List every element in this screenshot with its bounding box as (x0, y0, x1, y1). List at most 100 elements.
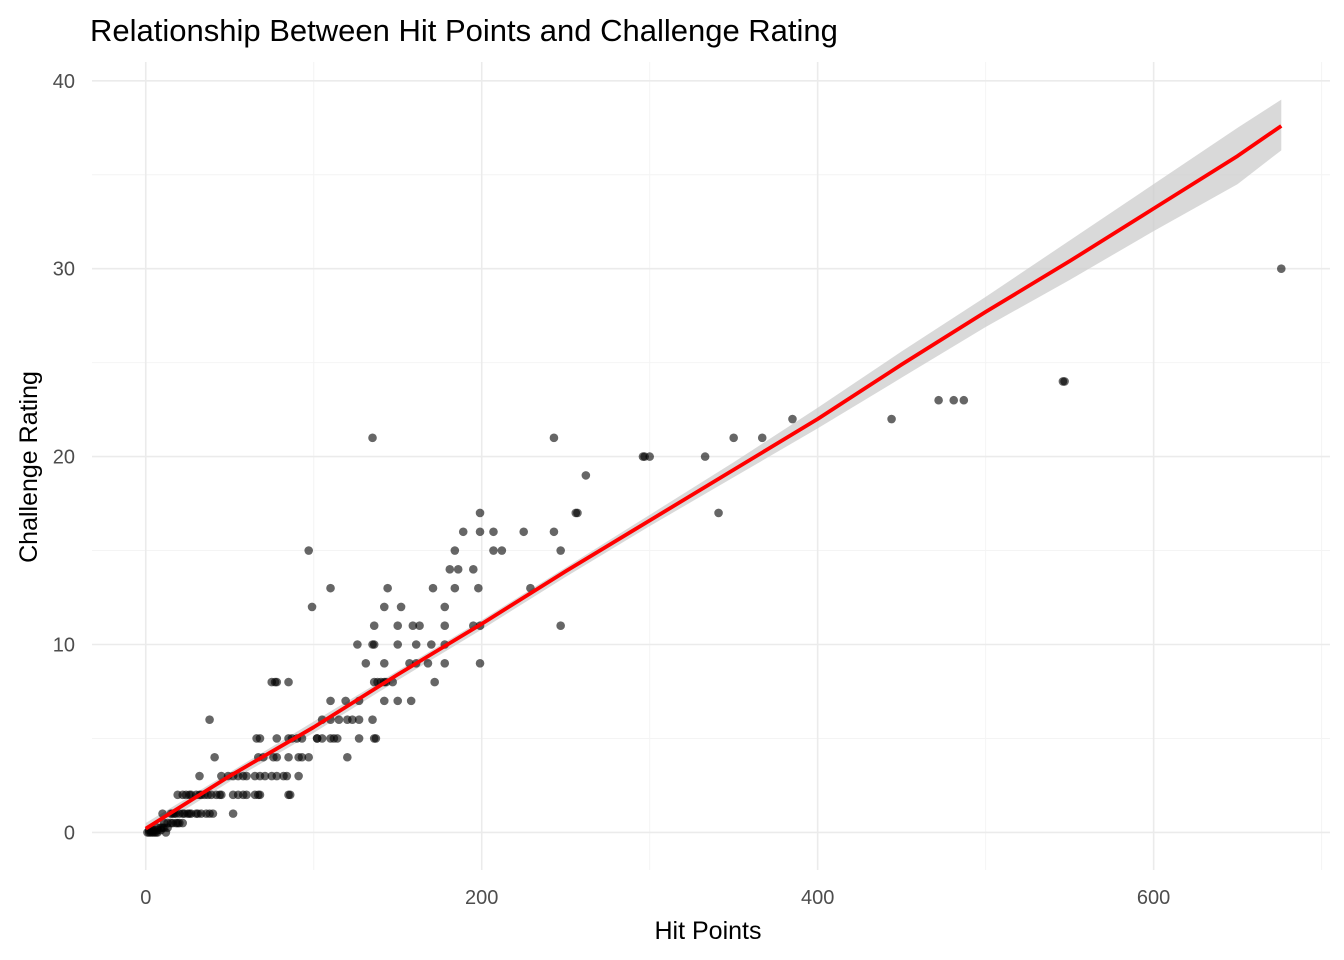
data-point (297, 752, 307, 762)
data-point (1276, 264, 1286, 273)
data-point (415, 621, 424, 631)
data-point (368, 433, 377, 443)
data-point (959, 395, 969, 405)
data-point (334, 715, 344, 724)
data-point (369, 640, 379, 649)
data-point (348, 715, 357, 724)
data-point (260, 771, 270, 781)
y-tick-label: 10 (53, 635, 75, 657)
data-point (379, 659, 389, 668)
data-point (549, 527, 559, 537)
data-point (393, 696, 403, 706)
data-point (427, 640, 436, 649)
data-point (440, 602, 450, 612)
y-axis-ticks: 0 10 20 30 40 (53, 71, 75, 845)
data-point (453, 565, 463, 574)
data-point (556, 546, 565, 555)
data-point (489, 546, 498, 555)
y-tick-label: 0 (64, 822, 75, 844)
data-point (272, 752, 282, 762)
data-point (312, 734, 322, 743)
data-point (285, 790, 295, 800)
data-point (430, 677, 439, 687)
data-point (450, 546, 460, 555)
data-point (371, 734, 381, 743)
data-point (475, 659, 485, 668)
data-point (489, 527, 498, 537)
data-point (475, 508, 485, 518)
chart-title: Relationship Between Hit Points and Chal… (90, 13, 838, 48)
data-point (341, 696, 350, 706)
data-point (272, 734, 282, 743)
data-point (195, 771, 204, 781)
data-point (304, 546, 313, 555)
data-point (343, 752, 352, 762)
data-point (326, 583, 335, 593)
data-point (228, 809, 238, 818)
data-point (645, 452, 654, 461)
data-point (714, 508, 723, 518)
data-point (379, 696, 389, 706)
data-point (1060, 377, 1069, 386)
data-point (361, 659, 371, 668)
data-point (304, 752, 313, 762)
data-point (354, 715, 364, 724)
data-point (411, 640, 421, 649)
x-tick-label: 600 (1137, 887, 1170, 909)
data-point (255, 790, 265, 800)
data-point (354, 734, 364, 743)
data-point (255, 734, 265, 743)
x-tick-label: 200 (465, 887, 498, 909)
data-point (450, 583, 460, 593)
data-point (282, 771, 292, 781)
data-point (423, 659, 433, 668)
data-point (474, 583, 483, 593)
x-tick-label: 400 (801, 887, 834, 909)
data-point (396, 602, 406, 612)
data-point (368, 715, 377, 724)
data-point (406, 696, 416, 706)
data-point (428, 583, 438, 593)
data-point (353, 640, 362, 649)
data-point (887, 414, 896, 424)
data-point (205, 715, 214, 724)
regression-line-layer (144, 124, 1283, 831)
data-point (497, 546, 507, 555)
x-tick-label: 0 (140, 887, 151, 909)
data-point (556, 621, 565, 631)
x-axis-title: Hit Points (655, 917, 762, 945)
data-point (307, 602, 317, 612)
data-point (573, 508, 582, 518)
data-point (161, 828, 171, 837)
data-point (210, 752, 219, 762)
data-point (284, 752, 293, 762)
data-point (272, 677, 282, 687)
data-point (369, 621, 379, 631)
data-point (700, 452, 710, 461)
data-point (549, 433, 559, 443)
data-point (393, 640, 403, 649)
data-point (949, 395, 959, 405)
data-point (445, 565, 455, 574)
data-point (217, 790, 226, 800)
data-point (440, 621, 450, 631)
data-point (326, 696, 335, 706)
regression-line (144, 124, 1283, 831)
data-point (332, 734, 342, 743)
data-point (379, 602, 389, 612)
data-point (208, 809, 218, 818)
data-point (581, 471, 591, 480)
data-point (729, 433, 738, 443)
data-point (408, 621, 418, 631)
data-point (934, 395, 943, 405)
y-axis-title: Challenge Rating (15, 371, 43, 563)
data-point (294, 771, 303, 781)
data-point (178, 818, 188, 828)
data-point (272, 771, 282, 781)
data-point (242, 771, 251, 781)
y-tick-label: 30 (53, 259, 75, 281)
data-point (159, 818, 169, 828)
data-point (284, 677, 293, 687)
x-axis-ticks: 0 200 400 600 (140, 887, 1170, 909)
